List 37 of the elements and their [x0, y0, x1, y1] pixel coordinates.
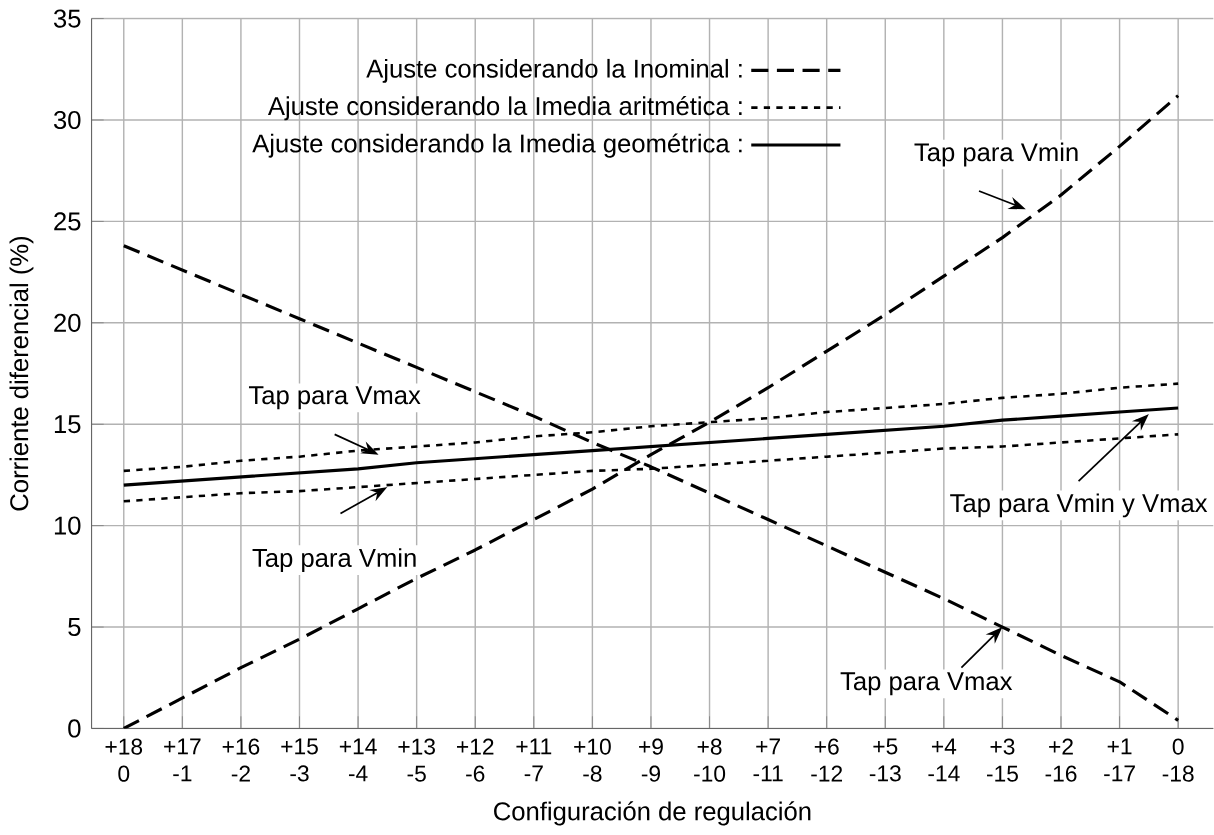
- annotation: Tap para Vmax: [840, 672, 1013, 696]
- y-tick-label: 35: [53, 9, 81, 28]
- x-tick-label: +2 -16: [1045, 738, 1077, 782]
- x-tick-label: +11 -7: [516, 738, 552, 782]
- x-tick-label: +4 -14: [928, 738, 960, 782]
- y-tick-label: 30: [53, 110, 81, 130]
- x-tick-label: +7 -11: [753, 738, 783, 782]
- x-tick-label: +16 -2: [222, 738, 260, 782]
- x-tick-label: +5 -13: [869, 738, 901, 782]
- x-tick-label: 0 -18: [1162, 738, 1194, 782]
- x-tick-label: +3 -15: [986, 738, 1018, 782]
- x-tick-label: +1 -17: [1104, 738, 1135, 782]
- x-tick-label: +8 -10: [694, 738, 726, 782]
- annotation: Tap para Vmin y Vmax: [950, 493, 1208, 518]
- y-axis-title: Corriente diferencial (%): [9, 236, 34, 511]
- annotation: Tap para Vmin: [914, 142, 1078, 167]
- x-tick-label: +10 -8: [574, 738, 611, 782]
- y-tick-label: 10: [54, 516, 81, 535]
- x-tick-label: +17 -1: [164, 738, 201, 782]
- legend-label: Ajuste considerando la Imedia geométrica :: [252, 133, 742, 158]
- x-tick-label: +15 -3: [281, 738, 318, 782]
- x-tick-label: +18 0: [105, 738, 143, 782]
- y-tick-label: 25: [54, 212, 81, 231]
- x-tick-label: +13 -5: [398, 738, 435, 782]
- legend-label: Ajuste considerando la Imedia aritmética :: [267, 96, 742, 121]
- y-tick-label: 20: [54, 313, 81, 332]
- annotation: Tap para Vmin: [252, 548, 416, 573]
- x-axis-title: Configuración de regulación: [494, 801, 811, 826]
- x-tick-label: +14 -4: [339, 738, 377, 782]
- legend-label: Ajuste considerando la Inominal :: [366, 58, 742, 83]
- x-tick-label: +6 -12: [811, 738, 843, 782]
- annotation: Tap para Vmax: [248, 386, 421, 410]
- x-tick-label: +9 -9: [639, 738, 663, 782]
- y-tick-label: 15: [54, 415, 81, 434]
- x-tick-label: +12 -6: [457, 738, 494, 782]
- y-tick-label: 5: [68, 618, 81, 637]
- y-tick-label: 0: [68, 719, 81, 738]
